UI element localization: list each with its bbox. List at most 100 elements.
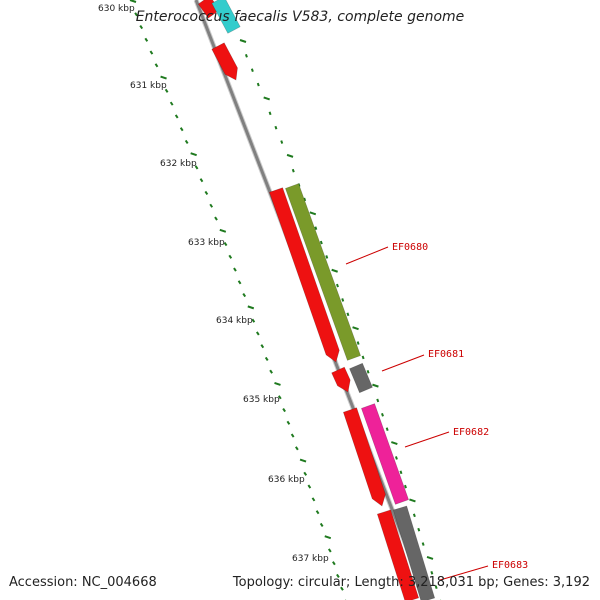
track-tick (263, 96, 270, 101)
tick-mark (154, 63, 159, 68)
track-dot (356, 341, 360, 345)
gene-label-leader (381, 354, 425, 372)
tick-mark (242, 293, 247, 298)
tick-mark (319, 522, 324, 527)
tick-mark (282, 407, 286, 413)
tick-mark (237, 280, 242, 285)
tick-mark (311, 497, 316, 502)
tick-mark (179, 127, 184, 132)
gene-label: EF0681 (428, 349, 464, 360)
gene-label: EF0680 (392, 242, 428, 253)
tick-mark (247, 305, 255, 310)
tick-label: 637 kbp (292, 554, 329, 564)
tick-mark (190, 152, 197, 157)
track-dot (404, 484, 407, 489)
tick-mark (228, 254, 233, 259)
track-dot (381, 413, 384, 417)
gene-label-leader (404, 431, 450, 448)
tick-label: 631 kbp (130, 81, 167, 91)
tick-mark (315, 510, 320, 515)
track-dot (314, 226, 318, 230)
tick-mark (332, 561, 336, 566)
track-dot (421, 542, 425, 546)
tick-mark (307, 484, 312, 489)
tick-label: 632 kbp (160, 159, 197, 169)
tick-track: 630 kbp 631 kbp 632 kbp 633 kbp 634 kbp 635 k… (98, 0, 442, 600)
track-tick (391, 441, 398, 445)
tick-mark (251, 318, 256, 323)
tick-mark (219, 228, 227, 233)
tick-mark (336, 573, 340, 579)
track-tick (286, 153, 294, 158)
track-tick (372, 383, 379, 388)
gene-label: EF0682 (453, 427, 489, 438)
tick-mark (144, 37, 149, 42)
tick-mark (233, 267, 237, 272)
gene-feature-red (342, 407, 386, 507)
track-tick (331, 268, 338, 273)
gene-label-leader (439, 565, 489, 581)
track-tick (426, 555, 434, 560)
tick-mark (340, 586, 344, 591)
tick-label: 634 kbp (216, 316, 253, 326)
track-dot (412, 513, 416, 518)
tick-mark (184, 139, 189, 144)
tick-mark (160, 75, 167, 80)
tick-mark (264, 356, 269, 362)
tick-mark (303, 471, 308, 476)
track-dot (430, 570, 434, 575)
topology-text: Topology: circular; Length: 3,218,031 bp… (232, 575, 590, 590)
gene-feature-red (331, 366, 351, 393)
track-dot (274, 125, 278, 130)
track-tick (309, 211, 317, 216)
track-dot (291, 168, 295, 173)
tick-mark (223, 241, 228, 247)
tick-mark (295, 446, 299, 451)
track-dot (417, 527, 421, 532)
track-dot (394, 456, 398, 460)
gene-feature-gray (392, 505, 436, 600)
track-dot (244, 54, 248, 58)
gene-features (197, 0, 436, 600)
tick-mark (277, 395, 282, 400)
track-tick (239, 39, 247, 43)
track-dot (361, 355, 365, 360)
track-dot (303, 197, 307, 202)
gene-label-leader (345, 246, 389, 265)
tick-mark (327, 548, 332, 553)
tick-label: 633 kbp (188, 238, 225, 248)
gene-feature-red (211, 42, 238, 81)
track-dot (346, 312, 350, 317)
tick-mark (290, 433, 295, 438)
tick-label: 635 kbp (243, 395, 280, 405)
track-dot (376, 398, 380, 403)
accession-text: Accession: NC_004668 (9, 575, 157, 590)
tick-mark (299, 458, 307, 463)
gene-feature-olive (285, 183, 361, 361)
tick-mark (139, 24, 144, 30)
gene-labels: EF0680 EF0681 EF0682 EF0683 (345, 242, 528, 581)
track-dot (434, 585, 438, 589)
tick-label: 636 kbp (268, 475, 305, 485)
track-dot (319, 240, 323, 245)
gene-feature-magenta (361, 403, 409, 505)
tick-mark (149, 50, 154, 55)
track-dot (385, 427, 389, 432)
tick-mark (194, 165, 199, 170)
tick-mark (204, 190, 209, 196)
track-dot (268, 111, 272, 116)
gene-feature-red (376, 509, 420, 600)
track-dot (250, 68, 254, 73)
tick-mark (269, 369, 273, 374)
track-dot (341, 298, 345, 302)
track-dot (280, 140, 284, 144)
track-dot (325, 255, 329, 259)
tick-mark (255, 331, 260, 336)
tick-mark (169, 101, 174, 106)
track-tick (352, 326, 359, 331)
tick-mark (129, 0, 137, 3)
track-tick (409, 498, 416, 503)
tick-mark (209, 203, 214, 208)
